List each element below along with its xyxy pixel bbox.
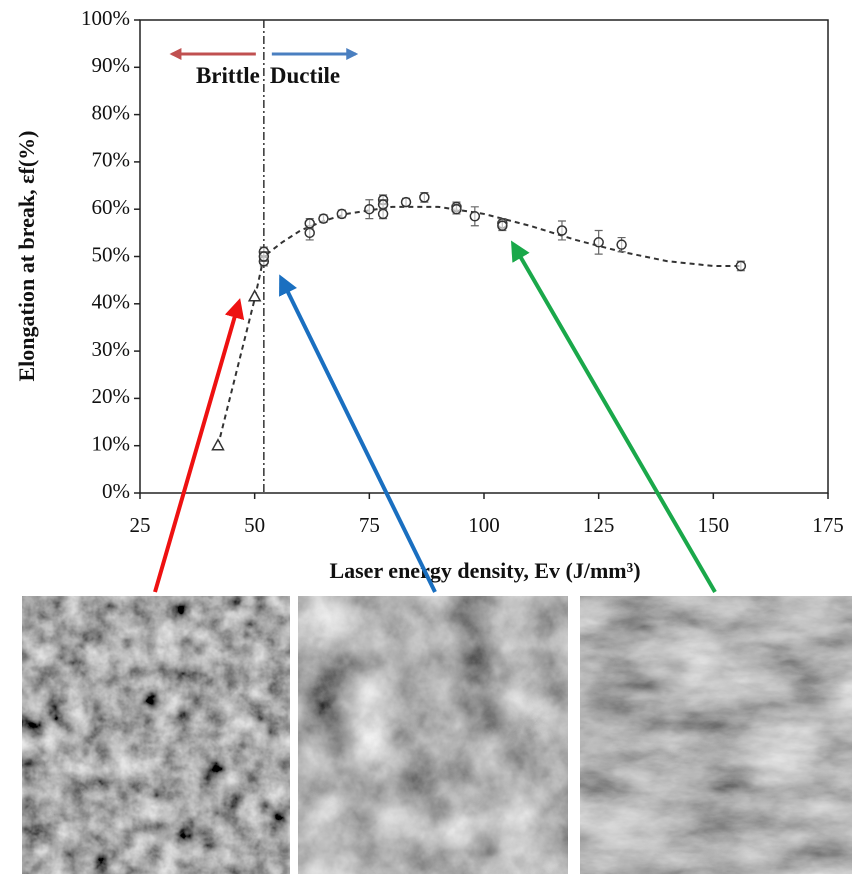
circle-point: [364, 203, 375, 215]
y-tick-label: 70%: [92, 148, 131, 172]
circle-point: [336, 208, 348, 220]
x-tick-label: 150: [698, 513, 730, 537]
y-tick-label: 50%: [92, 242, 131, 266]
y-tick-label: 90%: [92, 53, 131, 77]
circle-point: [318, 213, 329, 224]
circle-point: [593, 237, 604, 248]
x-tick-label: 125: [583, 513, 615, 537]
circle-point: [469, 211, 481, 222]
x-tick-label: 50: [244, 513, 265, 537]
y-tick-label: 10%: [92, 432, 131, 456]
circle-point: [735, 260, 747, 272]
y-axis-title: Elongation at break, εf(%): [14, 130, 39, 381]
circle-point: [304, 218, 315, 229]
y-tick-label: 40%: [92, 290, 131, 314]
sem-image-ductile: [580, 596, 852, 874]
circle-point: [616, 239, 627, 250]
arrow-red: [153, 298, 245, 593]
trend-line: [217, 205, 741, 446]
circle-point: [377, 199, 389, 210]
plot-frame: [139, 19, 829, 494]
circle-point: [304, 227, 315, 239]
y-tick-label: 20%: [92, 384, 131, 408]
ductile-label: Ductile: [270, 63, 340, 88]
circle-point: [497, 220, 508, 232]
y-tick-label: 0%: [102, 479, 130, 503]
triangle-point: [211, 438, 225, 451]
circle-point: [258, 251, 270, 262]
x-tick-label: 25: [130, 513, 151, 537]
brittle-label: Brittle: [196, 63, 260, 88]
y-tick-label: 100%: [81, 6, 130, 30]
x-tick-label: 175: [812, 513, 844, 537]
plot: 0% 10% 20% 30% 40% 50% 60% 70% 80% 90% 100% 25 50 75 1…: [81, 6, 844, 537]
x-tick-label: 100: [468, 513, 500, 537]
circle-point: [451, 203, 462, 215]
triangle-point: [247, 289, 262, 302]
arrow-blue: [279, 274, 437, 593]
y-tick-label: 30%: [92, 337, 131, 361]
x-tick-label: 75: [359, 513, 380, 537]
circle-point: [556, 225, 568, 236]
sem-image-brittle: [22, 596, 290, 874]
arrow-green: [510, 240, 717, 594]
y-tick-label: 80%: [92, 100, 131, 124]
sem-image-transition: [298, 596, 568, 874]
circle-point: [400, 196, 412, 208]
circle-point: [419, 192, 430, 203]
y-tick-label: 60%: [92, 195, 131, 219]
x-axis-title: Laser energy density, Ev (J/mm³): [329, 558, 640, 583]
circle-point: [377, 208, 389, 220]
